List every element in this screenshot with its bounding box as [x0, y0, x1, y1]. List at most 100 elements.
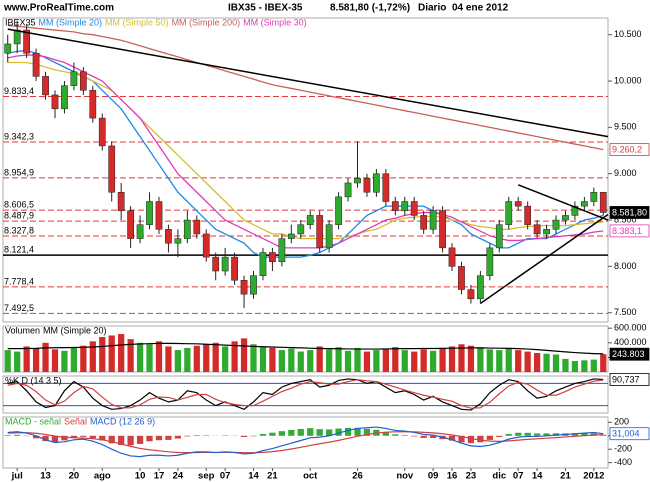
macd-histogram-bar [543, 433, 550, 436]
candle-body [42, 76, 49, 96]
y-tick-label: -400 [614, 457, 632, 467]
macd-histogram-bar [326, 429, 333, 436]
macd-histogram-bar [240, 435, 248, 437]
candle-body [306, 215, 314, 225]
candle-body [420, 215, 428, 230]
macd-histogram-bar [429, 435, 437, 439]
macd-histogram-bar [354, 427, 361, 436]
macd-histogram-bar [335, 428, 342, 436]
macd-histogram-bar [344, 427, 352, 436]
macd-histogram-bar [127, 435, 134, 446]
candle-body [344, 182, 352, 198]
candle-body [183, 219, 191, 239]
volume-bar [136, 342, 144, 372]
x-tick-label: 17 [154, 471, 165, 482]
volume-bar [32, 348, 40, 372]
candle-body [212, 256, 220, 272]
x-tick-label: nov [396, 471, 414, 482]
macd-histogram-bar [363, 428, 371, 436]
macd-histogram-bar [99, 435, 106, 441]
legend-entry: MACD (12 26 9) [90, 416, 155, 426]
x-tick-label: 10 [135, 471, 146, 482]
macd-histogram-bar [269, 432, 276, 436]
volume-bar [533, 353, 541, 372]
level-label: 8.327,8 [4, 225, 34, 235]
x-tick-label: 14 [532, 471, 543, 482]
level-label: 7.778,4 [4, 276, 34, 286]
candle-body [571, 205, 579, 216]
series-line [7, 54, 604, 249]
legend-entry: Volumen [5, 325, 40, 335]
value-box [609, 224, 650, 238]
x-tick-label: 07 [513, 471, 524, 482]
symbol: IBX35 - IBEX-35 [228, 3, 303, 14]
candle-body [70, 71, 78, 86]
volume-bar [590, 359, 597, 372]
candle-body [495, 224, 503, 249]
level-label: 8.954,9 [4, 167, 34, 177]
series-line [7, 426, 604, 458]
volume-bar [222, 346, 229, 372]
volume-bar [174, 350, 182, 372]
macd-histogram-bar [411, 435, 418, 437]
volume-bar [231, 341, 238, 372]
site: www.ProRealTime.com [3, 3, 114, 14]
legend-entry: MM (Simple 200) [172, 17, 241, 27]
volume-bar [127, 339, 134, 372]
macd-histogram-bar [146, 435, 153, 442]
macd-histogram-bar [278, 431, 285, 436]
trend-line [517, 184, 609, 221]
candle-body [467, 289, 475, 300]
volume-bar [212, 342, 219, 372]
y-tick-label: 8.500 [614, 214, 637, 224]
volume-bar [458, 344, 465, 372]
candle-body [448, 247, 456, 267]
candle-body [240, 280, 248, 295]
volume-bar [486, 349, 493, 372]
x-tick-label: 09 [428, 471, 439, 482]
candle-body [136, 224, 144, 239]
candle-body [202, 233, 210, 258]
macd-histogram-bar [316, 429, 323, 436]
volume-bar [581, 360, 588, 372]
series-line [7, 379, 604, 409]
legend-entry: Señal [64, 416, 87, 426]
legend-entry: MM (Simple 50) [105, 17, 169, 27]
candle-body [98, 117, 106, 147]
x-tick-label: 23 [466, 471, 477, 482]
volume-bar [505, 347, 512, 372]
x-tick-label: oct [303, 471, 318, 482]
level-label: 8.606,5 [4, 200, 34, 210]
volume-bar [411, 351, 418, 372]
x-tick-label: jul [11, 471, 23, 482]
volume-bar [429, 350, 437, 372]
volume-bar [515, 350, 522, 372]
trend-line [7, 28, 609, 138]
macd-histogram-bar [467, 435, 475, 444]
level-label: 8.121,4 [4, 245, 34, 255]
value-box [609, 206, 650, 219]
volume-bar [467, 345, 475, 372]
candle-body [193, 219, 201, 235]
candle-body [590, 191, 598, 202]
x-tick-label: dic [492, 471, 506, 482]
volume-bar [354, 347, 361, 372]
x-tick-label: 26 [352, 471, 363, 482]
candle-body [533, 224, 541, 235]
volume-bar [392, 347, 399, 372]
macd-histogram-bar [89, 435, 96, 439]
volume-bar [118, 334, 125, 372]
value-box [609, 347, 650, 361]
candle-body [259, 252, 267, 276]
macd-histogram-bar [420, 435, 427, 438]
candle-body [155, 201, 163, 230]
candle-body [477, 275, 484, 300]
x-tick-label: 13 [40, 471, 51, 482]
macd-histogram-bar [80, 435, 87, 437]
macd-histogram-bar [32, 435, 40, 439]
volume-bar [99, 336, 106, 372]
volume-bar [61, 350, 68, 372]
candle-body [335, 196, 342, 225]
y-tick-label: 9.500 [614, 122, 637, 132]
